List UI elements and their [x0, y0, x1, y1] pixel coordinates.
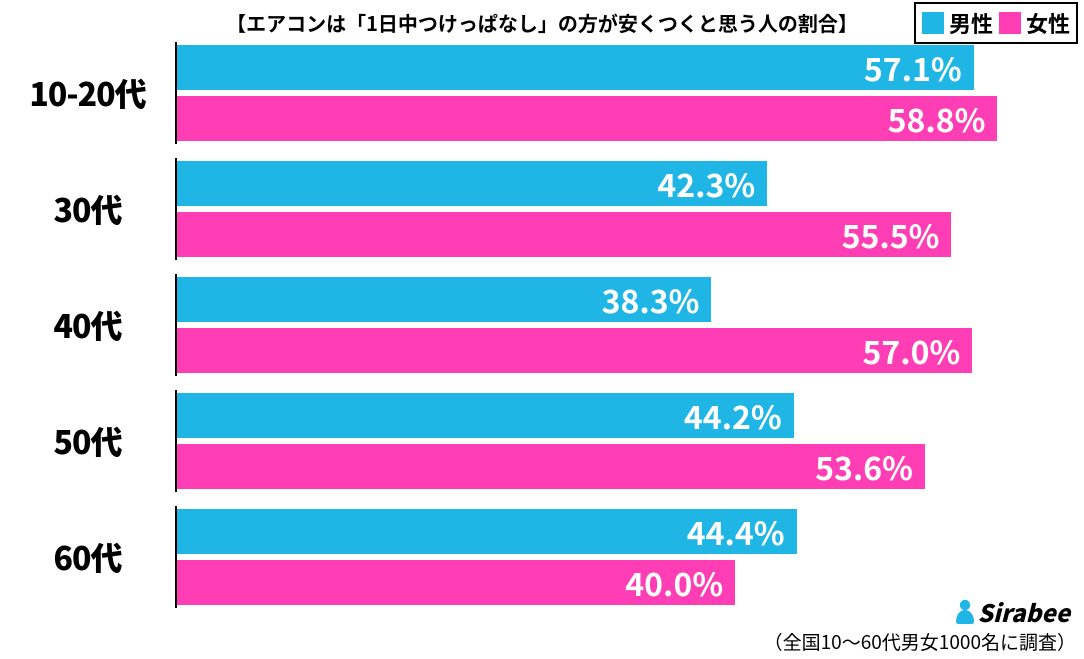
legend-item-female: 女性 — [999, 7, 1070, 39]
legend-item-male: 男性 — [922, 7, 993, 39]
chart-group: 10-20代 57.1% 58.8% — [0, 42, 1084, 144]
bar-male: 44.4% — [177, 509, 797, 554]
bar-female: 55.5% — [177, 212, 951, 257]
bar-value-male: 44.4% — [687, 509, 785, 555]
legend-swatch-female — [999, 12, 1021, 34]
bar-male: 38.3% — [177, 277, 711, 322]
chart-group: 30代 42.3% 55.5% — [0, 158, 1084, 260]
age-group-label: 60代 — [0, 534, 175, 580]
bar-chart: 10-20代 57.1% 58.8% 30代 42.3% 55.5% 40代 38.3% 57.… — [0, 42, 1084, 608]
bars-container: 57.1% 58.8% — [175, 42, 1084, 144]
bar-female: 58.8% — [177, 96, 997, 141]
sirabee-logo-text: Sirabee — [978, 594, 1070, 629]
bar-value-female: 55.5% — [842, 212, 940, 258]
bar-value-male: 57.1% — [864, 45, 962, 91]
bar-male: 42.3% — [177, 161, 767, 206]
bar-value-female: 57.0% — [863, 328, 961, 374]
bar-value-female: 53.6% — [815, 444, 913, 490]
bars-container: 44.4% 40.0% — [175, 506, 1084, 608]
bars-container: 38.3% 57.0% — [175, 274, 1084, 376]
bar-value-male: 38.3% — [602, 277, 700, 323]
age-group-label: 50代 — [0, 418, 175, 464]
legend-swatch-male — [922, 12, 944, 34]
bar-male: 44.2% — [177, 393, 794, 438]
chart-group: 60代 44.4% 40.0% — [0, 506, 1084, 608]
bar-value-female: 40.0% — [625, 560, 723, 606]
bar-female: 53.6% — [177, 444, 925, 489]
chart-footnote: （全国10～60代男女1000名に調査） — [764, 628, 1076, 655]
legend-label-male: 男性 — [949, 7, 993, 39]
legend-label-female: 女性 — [1026, 7, 1070, 39]
legend: 男性 女性 — [914, 2, 1078, 44]
chart-title: 【エアコンは「1日中つけっぱなし」の方が安くつくと思う人の割合】 — [226, 8, 858, 37]
bar-value-female: 58.8% — [888, 96, 986, 142]
bars-container: 42.3% 55.5% — [175, 158, 1084, 260]
chart-group: 40代 38.3% 57.0% — [0, 274, 1084, 376]
bar-value-male: 42.3% — [657, 161, 755, 207]
age-group-label: 30代 — [0, 186, 175, 232]
bar-female: 57.0% — [177, 328, 972, 373]
chart-group: 50代 44.2% 53.6% — [0, 390, 1084, 492]
bar-value-male: 44.2% — [684, 393, 782, 439]
age-group-label: 40代 — [0, 302, 175, 348]
bar-female: 40.0% — [177, 560, 735, 605]
bars-container: 44.2% 53.6% — [175, 390, 1084, 492]
age-group-label: 10-20代 — [0, 70, 175, 116]
sirabee-logo-icon — [954, 599, 976, 625]
sirabee-logo: Sirabee — [954, 594, 1070, 629]
bar-male: 57.1% — [177, 45, 974, 90]
